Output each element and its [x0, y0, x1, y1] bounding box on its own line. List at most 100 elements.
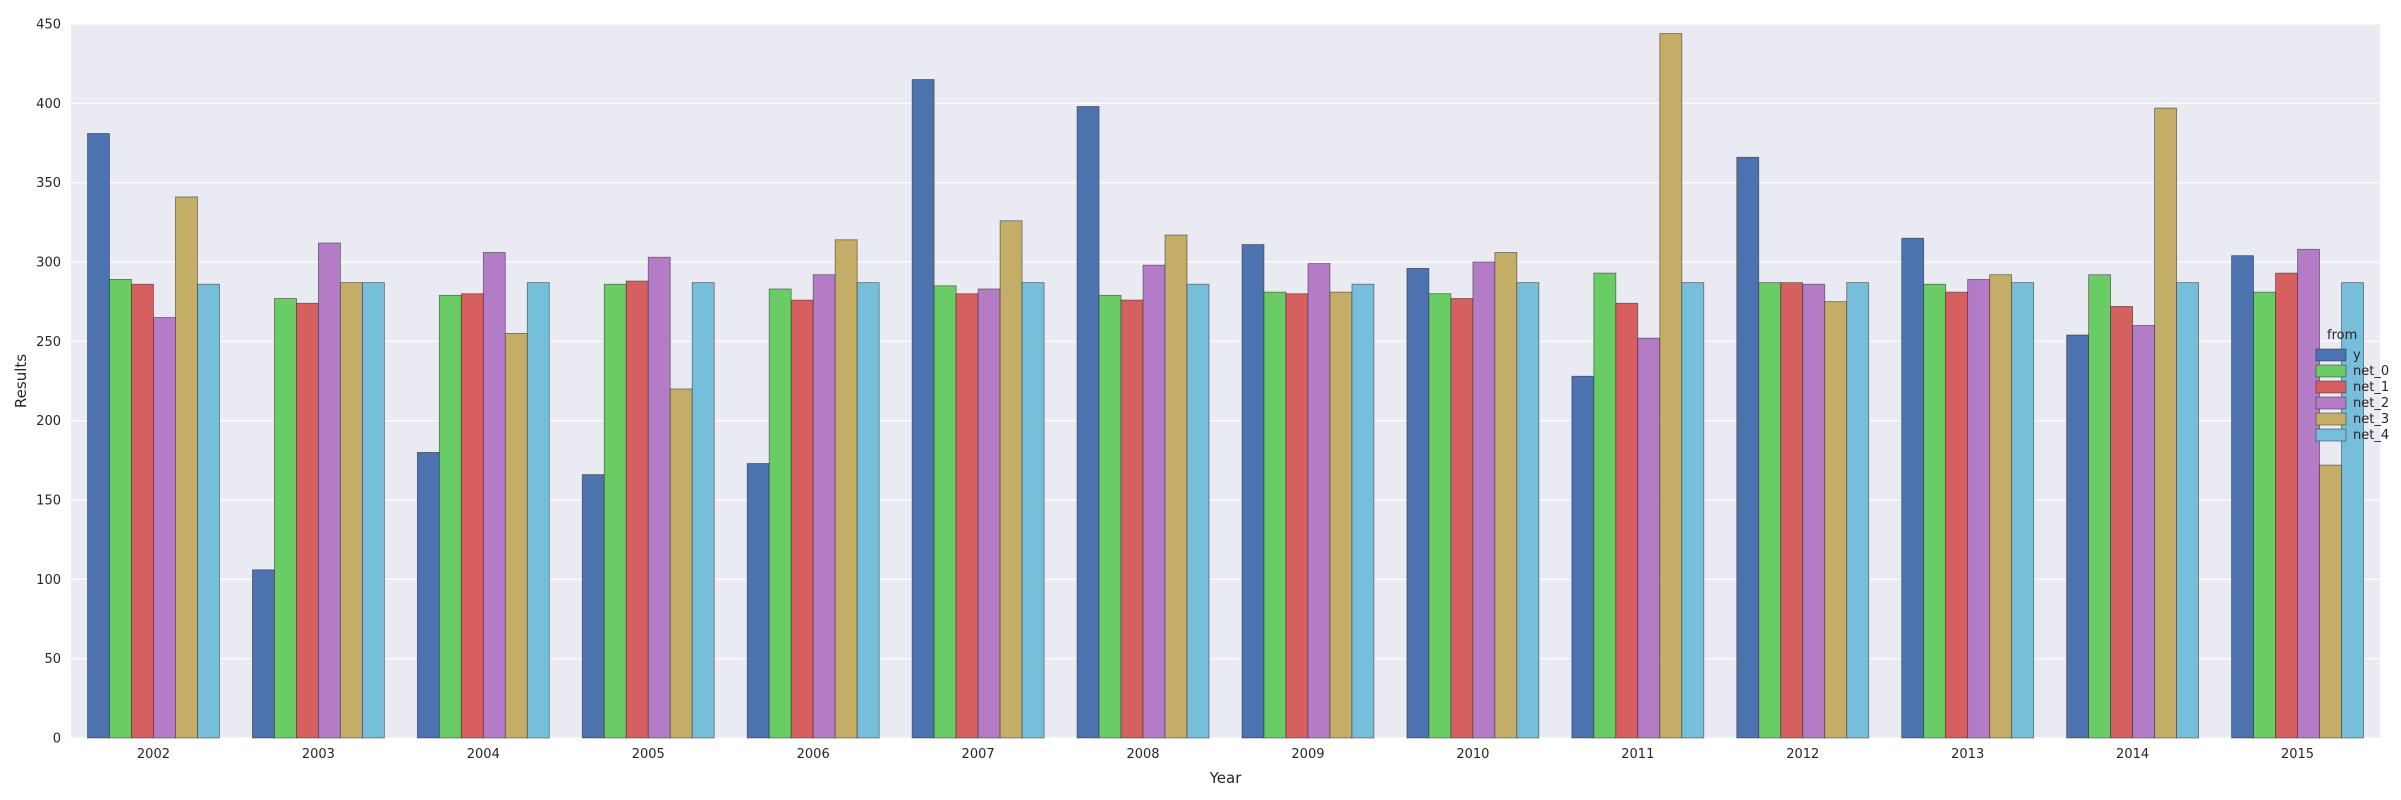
bar-net_0-2007 [933, 285, 957, 739]
bar-net_3-2010 [1494, 252, 1518, 739]
bar-net_1-2006 [790, 299, 814, 739]
x-tick-label: 2007 [962, 747, 995, 762]
bar-net_4-2012 [1846, 282, 1870, 739]
bar-y-2003 [252, 569, 275, 739]
y-tick-label: 300 [36, 256, 61, 271]
x-tick-label: 2006 [797, 747, 830, 762]
legend-swatch-net_1 [2315, 380, 2347, 394]
x-tick-label: 2008 [1126, 747, 1159, 762]
bar-net_4-2002 [197, 283, 220, 739]
legend-swatch-net_3 [2315, 412, 2347, 426]
bar-net_1-2011 [1615, 302, 1639, 739]
bar-y-2007 [911, 79, 935, 739]
bar-net_1-2015 [2275, 272, 2298, 739]
bar-net_4-2004 [526, 282, 550, 739]
legend-title: from [2327, 328, 2357, 343]
legend-label-net_0: net_0 [2353, 364, 2389, 379]
bar-net_2-2015 [2297, 248, 2320, 739]
bar-net_2-2004 [482, 252, 506, 739]
bar-net_3-2003 [339, 282, 363, 739]
bar-net_3-2012 [1824, 301, 1848, 739]
bar-net_2-2008 [1142, 264, 1166, 739]
bar-net_3-2004 [504, 332, 528, 739]
bar-net_0-2004 [438, 294, 462, 739]
bar-net_0-2002 [109, 279, 132, 739]
bar-net_4-2005 [691, 282, 715, 739]
y-axis-label: Results [12, 354, 30, 408]
bar-net_3-2006 [834, 239, 858, 739]
bar-net_0-2013 [1923, 283, 1947, 739]
x-tick-label: 2004 [467, 747, 500, 762]
bar-net_2-2005 [647, 256, 671, 739]
x-tick-label: 2014 [2116, 747, 2149, 762]
y-tick-label: 250 [36, 335, 61, 350]
bar-y-2010 [1406, 267, 1430, 739]
bar-net_0-2006 [768, 288, 792, 739]
bar-net_3-2014 [2154, 107, 2177, 739]
bar-net_1-2008 [1120, 299, 1144, 739]
bar-net_1-2003 [296, 302, 319, 739]
y-tick-label: 150 [36, 494, 61, 509]
bar-net_4-2011 [1681, 282, 1705, 739]
y-tick-label: 0 [53, 732, 61, 747]
bar-net_3-2002 [175, 196, 198, 739]
x-tick-label: 2002 [137, 747, 170, 762]
bar-net_2-2011 [1637, 337, 1661, 739]
x-tick-label: 2010 [1456, 747, 1489, 762]
bar-net_1-2004 [460, 293, 484, 739]
x-tick-label: 2012 [1786, 747, 1819, 762]
x-tick-label: 2015 [2281, 747, 2314, 762]
bar-y-2004 [416, 451, 440, 739]
bar-net_3-2015 [2319, 464, 2342, 739]
x-axis-label: Year [1209, 769, 1243, 787]
x-tick-labels: 2002 2003 2004 2005 2006 2007 2008 2009 2010 2011… [137, 747, 2314, 762]
bar-y-2006 [746, 463, 770, 739]
bar-net_2-2009 [1307, 263, 1331, 739]
bar-net_3-2007 [999, 220, 1023, 739]
bar-net_1-2007 [955, 293, 979, 739]
x-tick-label: 2003 [302, 747, 335, 762]
y-tick-label: 450 [36, 18, 61, 33]
bar-net_1-2013 [1945, 291, 1969, 739]
bar-net_2-2007 [977, 288, 1001, 739]
bar-net_0-2015 [2253, 291, 2276, 739]
y-tick-label: 50 [44, 652, 61, 667]
bar-y-2002 [87, 133, 110, 739]
x-tick-label: 2005 [632, 747, 665, 762]
bar-net_4-2010 [1516, 282, 1540, 739]
bar-net_0-2012 [1758, 282, 1782, 739]
bar-net_4-2013 [2011, 282, 2035, 739]
legend-label-net_2: net_2 [2353, 396, 2389, 411]
legend-swatch-net_0 [2315, 364, 2347, 378]
x-tick-label: 2009 [1291, 747, 1324, 762]
bar-net_0-2010 [1428, 293, 1452, 739]
bar-net_2-2010 [1472, 261, 1496, 739]
bar-net_0-2008 [1098, 294, 1122, 739]
bar-net_4-2006 [856, 282, 880, 739]
legend-label-net_4: net_4 [2353, 428, 2389, 443]
bar-net_1-2002 [131, 283, 154, 739]
bar-net_2-2012 [1802, 283, 1826, 739]
bar-y-2011 [1571, 375, 1595, 739]
y-tick-label: 350 [36, 176, 61, 191]
bar-net_2-2006 [812, 274, 836, 739]
bar-net_1-2014 [2110, 306, 2134, 739]
legend-swatch-net_4 [2315, 428, 2347, 442]
y-tick-label: 100 [36, 573, 61, 588]
legend-swatch-y [2315, 348, 2347, 362]
bar-net_4-2007 [1021, 282, 1045, 739]
bar-y-2005 [581, 474, 605, 739]
bar-y-2008 [1076, 106, 1100, 739]
bar-net_1-2005 [625, 280, 649, 739]
bars [87, 33, 2364, 739]
bar-net_4-2008 [1186, 283, 1210, 739]
bar-y-2014 [2066, 334, 2090, 739]
bar-y-2012 [1736, 156, 1760, 739]
bar-y-2015 [2231, 255, 2254, 739]
bar-net_0-2009 [1263, 291, 1287, 739]
y-tick-label: 400 [36, 97, 61, 112]
bar-net_3-2013 [1989, 274, 2013, 739]
bar-net_1-2009 [1285, 293, 1309, 739]
bar-net_2-2014 [2132, 325, 2155, 739]
